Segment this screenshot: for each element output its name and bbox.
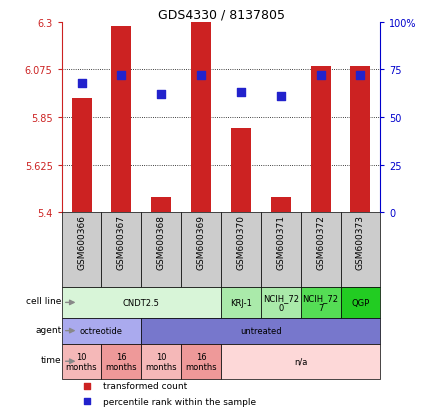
Bar bbox=[261, 213, 300, 287]
Bar bbox=[311, 67, 331, 213]
Bar bbox=[102, 344, 141, 379]
Point bbox=[78, 80, 85, 87]
Bar bbox=[191, 23, 211, 213]
Bar bbox=[62, 213, 102, 287]
Bar bbox=[340, 287, 380, 318]
Bar bbox=[62, 344, 102, 379]
Bar bbox=[300, 213, 340, 287]
Bar bbox=[151, 198, 171, 213]
Bar bbox=[351, 67, 371, 213]
Bar bbox=[300, 287, 340, 318]
Text: 10
months: 10 months bbox=[145, 352, 177, 371]
Text: CNDT2.5: CNDT2.5 bbox=[123, 298, 160, 307]
Bar bbox=[111, 27, 131, 213]
Text: GSM600370: GSM600370 bbox=[236, 215, 245, 270]
Text: NCIH_72
0: NCIH_72 0 bbox=[263, 293, 299, 312]
Point bbox=[84, 382, 91, 389]
Point bbox=[357, 73, 364, 79]
Text: GSM600372: GSM600372 bbox=[316, 215, 325, 270]
Point bbox=[84, 398, 91, 404]
Text: GSM600367: GSM600367 bbox=[117, 215, 126, 270]
Text: agent: agent bbox=[35, 325, 62, 334]
Bar bbox=[221, 213, 261, 287]
Bar bbox=[271, 198, 291, 213]
Point bbox=[238, 90, 244, 96]
Bar bbox=[221, 344, 380, 379]
Text: percentile rank within the sample: percentile rank within the sample bbox=[103, 396, 256, 406]
Text: KRJ-1: KRJ-1 bbox=[230, 298, 252, 307]
Text: n/a: n/a bbox=[294, 357, 307, 366]
Bar bbox=[141, 213, 181, 287]
Bar bbox=[62, 287, 221, 318]
Bar bbox=[62, 318, 141, 344]
Point bbox=[118, 73, 125, 79]
Point bbox=[198, 73, 204, 79]
Point bbox=[317, 73, 324, 79]
Title: GDS4330 / 8137805: GDS4330 / 8137805 bbox=[158, 9, 284, 21]
Bar bbox=[181, 213, 221, 287]
Text: cell line: cell line bbox=[26, 297, 62, 306]
Text: GSM600371: GSM600371 bbox=[276, 215, 285, 270]
Bar bbox=[141, 318, 380, 344]
Point bbox=[278, 93, 284, 100]
Bar bbox=[181, 344, 221, 379]
Bar bbox=[231, 128, 251, 213]
Text: NCIH_72
7: NCIH_72 7 bbox=[303, 293, 339, 312]
Bar bbox=[141, 344, 181, 379]
Text: untreated: untreated bbox=[240, 326, 282, 335]
Bar bbox=[261, 287, 300, 318]
Text: 16
months: 16 months bbox=[105, 352, 137, 371]
Text: GSM600373: GSM600373 bbox=[356, 215, 365, 270]
Text: GSM600368: GSM600368 bbox=[157, 215, 166, 270]
Text: GSM600369: GSM600369 bbox=[197, 215, 206, 270]
Bar bbox=[102, 213, 141, 287]
Text: GSM600366: GSM600366 bbox=[77, 215, 86, 270]
Text: time: time bbox=[41, 355, 62, 364]
Text: octreotide: octreotide bbox=[80, 326, 123, 335]
Text: 16
months: 16 months bbox=[185, 352, 217, 371]
Bar bbox=[71, 99, 91, 213]
Bar bbox=[221, 287, 261, 318]
Text: QGP: QGP bbox=[351, 298, 370, 307]
Bar bbox=[340, 213, 380, 287]
Point bbox=[158, 92, 164, 98]
Text: 10
months: 10 months bbox=[66, 352, 97, 371]
Text: transformed count: transformed count bbox=[103, 381, 187, 390]
